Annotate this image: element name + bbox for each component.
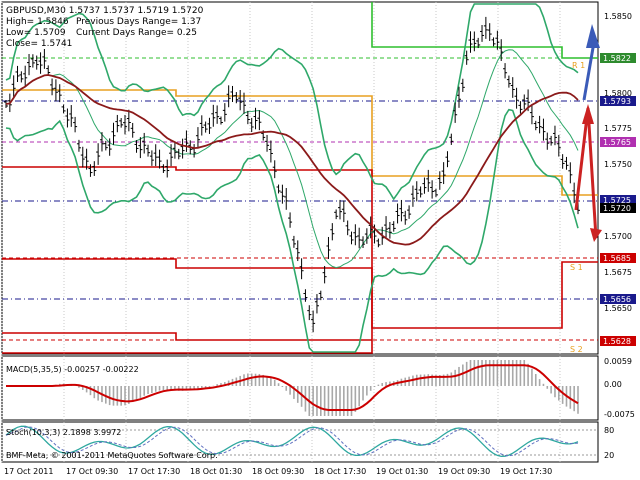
price-badge-bg <box>600 336 636 346</box>
time-tick: 17 Oct 2011 <box>4 467 53 476</box>
down-arrow-icon <box>574 104 602 242</box>
price-badge-bg <box>600 53 636 63</box>
time-tick: 19 Oct 09:30 <box>438 467 490 476</box>
support-step-line-b <box>2 258 598 329</box>
main-price-panel[interactable] <box>1 1 599 355</box>
macd-tick: 0.0059 <box>604 357 632 366</box>
bollinger-bands <box>5 3 579 353</box>
price-tick: 1.5850 <box>604 12 632 21</box>
price-axis: 1.5850 1.5800 1.5775 1.5750 1.5700 1.567… <box>604 12 632 313</box>
time-tick: 18 Oct 17:30 <box>314 467 366 476</box>
symbol-line: GBPUSD,M30 1.5737 1.5737 1.5719 1.5720 <box>6 6 204 16</box>
price-badge-bg <box>600 253 636 263</box>
stoch-levels <box>2 429 598 456</box>
previous-range: Previous Days Range= 1.37 <box>76 17 201 27</box>
price-badge: 1.5685 <box>603 254 631 263</box>
price-badge: 1.5765 <box>603 138 631 147</box>
signal-arrows <box>574 24 602 242</box>
price-tick: 1.5675 <box>604 268 632 277</box>
price-tick: 1.5750 <box>604 160 632 169</box>
price-badge: 1.5628 <box>603 337 631 346</box>
support-step-line-c <box>2 332 372 341</box>
close-value: Close= 1.5741 <box>6 39 72 49</box>
price-tick: 1.5650 <box>604 304 632 313</box>
current-range: Current Days Range= 0.25 <box>76 28 197 38</box>
price-badge-bg <box>600 137 636 147</box>
price-badge: 1.5656 <box>603 295 631 304</box>
stoch-main-line <box>5 425 579 458</box>
middle-band <box>5 49 579 269</box>
macd-label: MACD(5,35,5) -0.00257 -0.00222 <box>6 365 139 374</box>
price-badge-bg <box>600 294 636 304</box>
lower-band <box>5 108 579 353</box>
high-value: High= 1.5846 <box>6 17 69 27</box>
stoch-tick: 20 <box>604 451 614 460</box>
upper-band <box>5 3 579 201</box>
copyright-watermark: BMF-Meta, © 2001-2011 MetaQuotes Softwar… <box>6 451 218 460</box>
price-tick: 1.5700 <box>604 232 632 241</box>
time-tick: 19 Oct 01:30 <box>376 467 428 476</box>
time-tick: 19 Oct 17:30 <box>500 467 552 476</box>
pivot-step-line <box>2 89 598 196</box>
support-step-line-a <box>2 166 373 354</box>
info-header: GBPUSD,M30 1.5737 1.5737 1.5719 1.5720 H… <box>6 6 204 49</box>
price-tick: 1.5800 <box>604 89 632 98</box>
moving-average-line <box>5 74 579 246</box>
time-tick: 18 Oct 09:30 <box>252 467 304 476</box>
time-axis: 17 Oct 2011 17 Oct 09:30 17 Oct 17:30 18 Oc… <box>4 467 552 476</box>
price-badge: 1.5725 <box>603 196 631 205</box>
price-badge: 1.5793 <box>603 97 631 106</box>
price-badge-bg <box>600 195 636 205</box>
time-tick: 18 Oct 01:30 <box>190 467 242 476</box>
stoch-signal-line <box>5 426 579 457</box>
time-tick: 17 Oct 09:30 <box>66 467 118 476</box>
price-badge-bg <box>600 203 636 213</box>
price-badge: 1.5822 <box>603 54 631 63</box>
macd-axis: 0.0059 0.00 -0.0075 <box>604 357 635 419</box>
daily-range-lines <box>2 2 598 354</box>
macd-signal-line <box>6 364 579 411</box>
level-label-s1: S 1 <box>570 263 583 272</box>
price-tick: 1.5775 <box>604 124 632 133</box>
macd-tick: -0.0075 <box>604 410 635 419</box>
time-tick: 17 Oct 17:30 <box>128 467 180 476</box>
price-badge: 1.5720 <box>603 204 631 213</box>
stoch-tick: 80 <box>604 426 614 435</box>
stoch-label: Stoch(10,3,3) 2.1898 3.9972 <box>6 428 121 437</box>
stoch-axis: 80 20 <box>604 426 614 460</box>
up-arrow-icon <box>582 24 600 101</box>
price-bars <box>4 16 580 333</box>
resistance-step-line <box>371 2 598 59</box>
level-label-r1: R 1 <box>572 61 585 70</box>
low-value: Low= 1.5709 <box>6 28 66 38</box>
level-label-s2: S 2 <box>570 345 583 354</box>
price-badge-bg <box>600 96 636 106</box>
macd-tick: 0.00 <box>604 380 622 389</box>
